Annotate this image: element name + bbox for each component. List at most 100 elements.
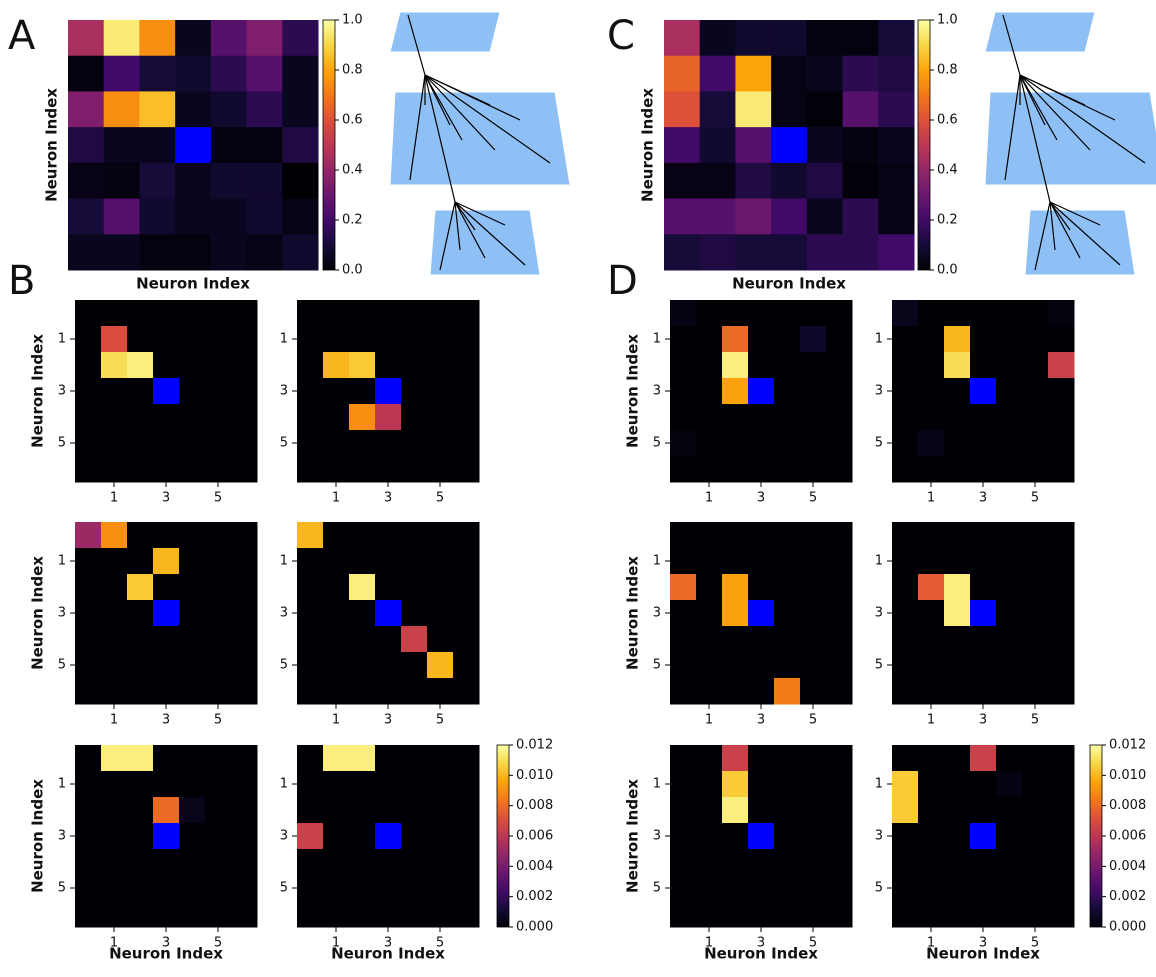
heatmap-cell: [996, 352, 1023, 379]
heatmap-cell: [297, 326, 324, 353]
heatmap-cell: [179, 300, 206, 327]
heatmap-cell: [1022, 574, 1049, 601]
heatmap-cell: [323, 456, 350, 483]
heatmap-cell: [231, 326, 258, 353]
heatmap-cell: [696, 626, 723, 653]
heatmap-cell: [231, 600, 258, 627]
heatmap-cell: [101, 548, 128, 575]
heatmap-cell: [800, 300, 827, 327]
heatmap-cell: [970, 901, 997, 928]
heatmap-cell: [127, 626, 154, 653]
heatmap-cell: [1048, 745, 1075, 772]
y-axis-label: Neuron Index: [29, 779, 47, 893]
heatmap-cell: [670, 678, 697, 705]
y-tick-label: 5: [280, 436, 288, 451]
heatmap-cell: [179, 574, 206, 601]
heatmap-cell: [806, 55, 844, 92]
heatmap-cell: [453, 875, 480, 902]
heatmap-cell: [670, 300, 697, 327]
heatmap-cell: [735, 127, 772, 164]
panel-label: C: [607, 13, 635, 59]
heatmap-cell: [800, 875, 827, 902]
heatmap-cell: [996, 678, 1023, 705]
heatmap-cell: [670, 326, 697, 353]
heatmap-cell: [297, 300, 324, 327]
heatmap-cell: [748, 678, 775, 705]
heatmap-cell: [427, 548, 454, 575]
colorbar-tick-label: 0.6: [342, 113, 363, 128]
heatmap-cell: [748, 849, 775, 876]
heatmap-cell: [806, 91, 844, 128]
heatmap-cell: [127, 797, 154, 824]
heatmap-cell: [892, 326, 919, 353]
heatmap-cell: [970, 626, 997, 653]
heatmap-cell: [892, 600, 919, 627]
heatmap-cell: [453, 548, 480, 575]
heatmap-cell: [970, 300, 997, 327]
heatmap-cell: [800, 378, 827, 405]
x-tick-label: 3: [757, 713, 765, 728]
heatmap-cell: [696, 652, 723, 679]
heatmap-cell: [806, 234, 844, 271]
heatmap-cell: [179, 626, 206, 653]
y-tick-label: 5: [653, 658, 661, 673]
heatmap-cell: [1048, 326, 1075, 353]
heatmap-cell: [735, 55, 772, 92]
heatmap-cell: [699, 127, 736, 164]
x-tick-label: 3: [757, 491, 765, 506]
heatmap-cell: [748, 352, 775, 379]
heatmap-cell: [892, 522, 919, 549]
heatmap-cell: [205, 574, 232, 601]
heatmap-cell: [453, 378, 480, 405]
heatmap-cell: [944, 456, 971, 483]
heatmap-cell: [696, 326, 723, 353]
heatmap-cell: [427, 574, 454, 601]
colorbar-tick-label: 0.008: [516, 798, 553, 813]
heatmap-cell: [349, 875, 376, 902]
x-tick-label: 3: [384, 713, 392, 728]
heatmap-cell: [103, 234, 140, 271]
highlight-cell: [153, 823, 180, 850]
heatmap-cell: [1022, 352, 1049, 379]
heatmap-cell: [800, 456, 827, 483]
heatmap-cell: [231, 430, 258, 457]
heatmap-cell: [231, 300, 258, 327]
heatmap-cell: [231, 849, 258, 876]
heatmap-cell: [722, 678, 749, 705]
y-tick-label: 1: [280, 554, 288, 569]
heatmap-cell: [179, 352, 206, 379]
heatmap-cell: [205, 626, 232, 653]
heatmap-cell: [1022, 456, 1049, 483]
heatmap-cell: [806, 198, 844, 235]
heatmap-cell: [1048, 574, 1075, 601]
heatmap-cell: [282, 162, 319, 200]
heatmap-cell: [282, 127, 319, 164]
heatmap-cell: [800, 823, 827, 850]
heatmap-cell: [153, 430, 180, 457]
heatmap-cell: [696, 430, 723, 457]
heatmap-cell: [996, 901, 1023, 928]
heatmap-cell: [75, 404, 102, 431]
heatmap-cell: [722, 404, 749, 431]
heatmap-cell: [246, 20, 283, 57]
y-tick-label: 5: [58, 881, 66, 896]
heatmap-cell: [918, 771, 945, 798]
heatmap-cell: [944, 522, 971, 549]
heatmap-cell: [892, 378, 919, 405]
heatmap-cell: [127, 404, 154, 431]
y-tick-label: 3: [280, 829, 288, 844]
heatmap-cell: [970, 404, 997, 431]
heatmap-cell: [800, 626, 827, 653]
heatmap-cell: [722, 456, 749, 483]
heatmap-cell: [153, 849, 180, 876]
heatmap-cell: [375, 300, 402, 327]
heatmap-cell: [892, 548, 919, 575]
heatmap-cell: [1022, 326, 1049, 353]
heatmap-cell: [179, 875, 206, 902]
heatmap-cell: [101, 823, 128, 850]
heatmap-cell: [699, 234, 736, 271]
heatmap-cell: [375, 901, 402, 928]
heatmap-cell: [944, 352, 971, 379]
colorbar-tick-label: 0.008: [1109, 798, 1146, 813]
heatmap-cell: [664, 234, 701, 271]
